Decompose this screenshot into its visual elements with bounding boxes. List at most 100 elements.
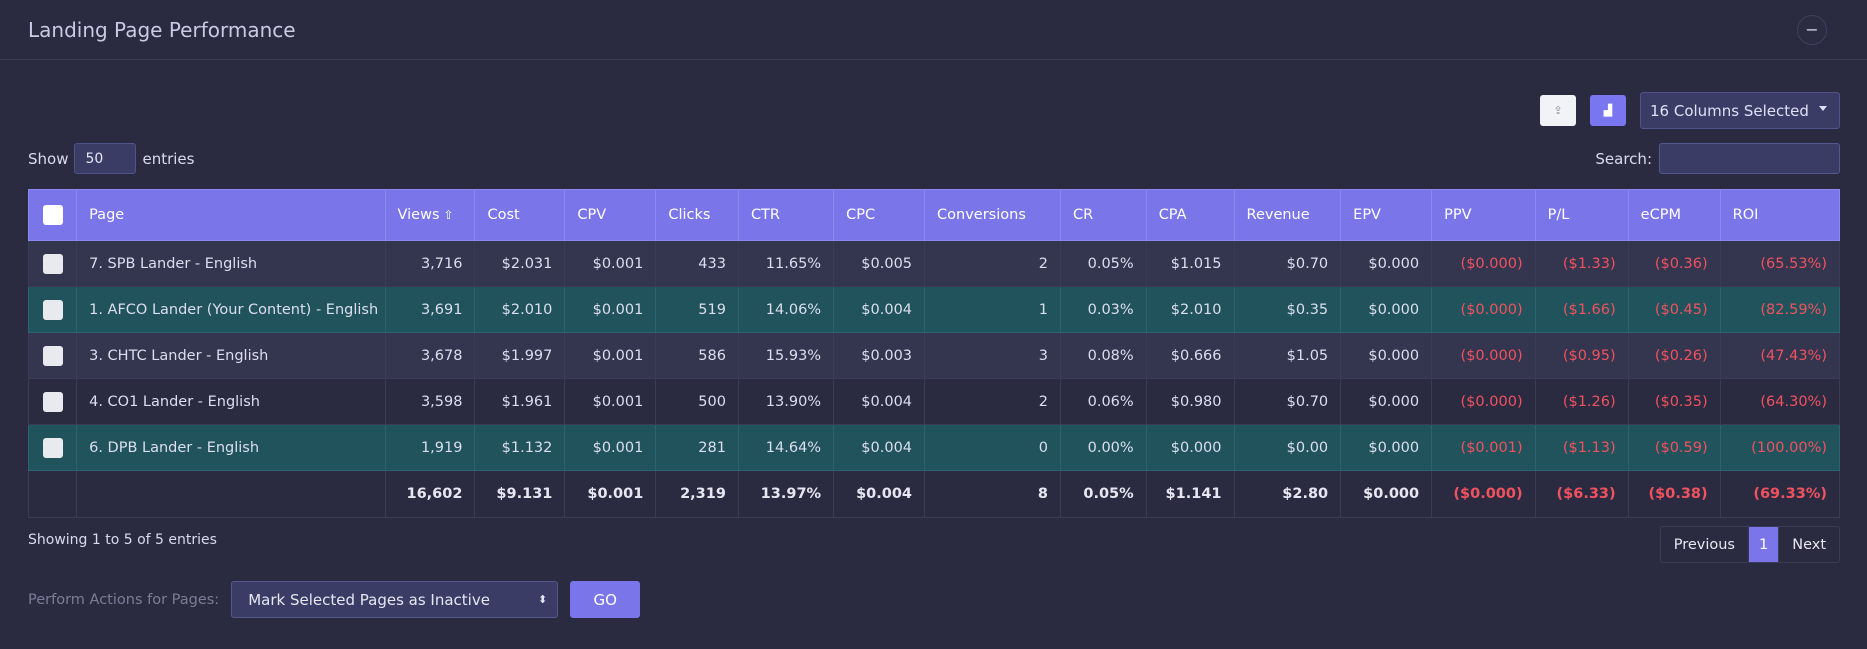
cell-ctr: 11.65% <box>737 240 835 287</box>
cell-ctr: 14.64% <box>737 424 835 471</box>
cell-cpc: $0.003 <box>833 332 926 379</box>
table-row[interactable]: 3. CHTC Lander - English 3,678 $1.997 $0.00… <box>27 332 1841 379</box>
cell-page: 6. DPB Lander - English <box>76 424 386 471</box>
cell-page: 7. SPB Lander - English <box>76 240 386 287</box>
row-checkbox[interactable] <box>27 240 78 287</box>
col-header-ecpm[interactable]: eCPM <box>1627 189 1721 241</box>
cell-cpa: $0.980 <box>1145 378 1235 425</box>
select-all-checkbox[interactable] <box>27 189 78 241</box>
cell-epv: $0.000 <box>1340 240 1433 287</box>
go-button[interactable]: GO <box>570 581 641 618</box>
collapse-icon[interactable]: − <box>1797 14 1827 45</box>
previous-page-button[interactable]: Previous <box>1661 527 1749 562</box>
actions-label: Perform Actions for Pages: <box>28 591 220 608</box>
export-icon[interactable]: ⇪ <box>1540 95 1576 126</box>
cell-conversions: 2 <box>924 378 1061 425</box>
cell-conversions: 1 <box>924 286 1061 333</box>
cell-conversions: 2 <box>924 240 1061 287</box>
checkbox-icon <box>42 299 63 320</box>
total-cpv: $0.001 <box>564 470 657 518</box>
cell-ctr: 13.90% <box>737 378 835 425</box>
cell-cpv: $0.001 <box>564 286 657 333</box>
entries-input[interactable]: 50 <box>74 143 137 174</box>
total-cr: 0.05% <box>1059 470 1147 518</box>
cell-cpa: $0.000 <box>1145 424 1235 471</box>
table-row[interactable]: 6. DPB Lander - English 1,919 $1.132 $0.001… <box>27 424 1841 471</box>
table-row[interactable]: 1. AFCO Lander (Your Content) - English 3… <box>27 286 1841 333</box>
entries-label: entries <box>142 149 195 168</box>
totals-blank-cell <box>27 470 78 518</box>
col-header-views[interactable]: Views ⇧ <box>384 189 476 241</box>
cell-clicks: 586 <box>655 332 739 379</box>
cell-cost: $1.961 <box>474 378 566 425</box>
cell-page: 1. AFCO Lander (Your Content) - English <box>76 286 386 333</box>
cell-ppv: ($0.000) <box>1431 378 1536 425</box>
col-header-roi[interactable]: ROI <box>1719 189 1841 241</box>
cell-pl: ($0.95) <box>1534 332 1629 379</box>
cell-clicks: 519 <box>655 286 739 333</box>
col-header-revenue[interactable]: Revenue <box>1233 189 1342 241</box>
show-label: Show <box>28 149 69 168</box>
col-header-cpa[interactable]: CPA <box>1145 189 1235 241</box>
col-header-conversions[interactable]: Conversions <box>924 189 1061 241</box>
cell-ecpm: ($0.36) <box>1627 240 1721 287</box>
col-header-page[interactable]: Page <box>76 189 386 241</box>
pagination: Previous 1 Next <box>1659 526 1840 563</box>
cell-ppv: ($0.000) <box>1431 240 1536 287</box>
col-header-cpc[interactable]: CPC <box>833 189 926 241</box>
search-label: Search: <box>1595 149 1652 168</box>
col-header-clicks[interactable]: Clicks <box>655 189 739 241</box>
search-input[interactable] <box>1659 143 1840 174</box>
total-epv: $0.000 <box>1340 470 1433 518</box>
col-header-views-label: Views <box>397 207 440 223</box>
totals-row: 16,602 $9.131 $0.001 2,319 13.97% $0.004 8 0.05… <box>27 470 1841 518</box>
checkbox-icon <box>42 437 63 458</box>
cell-epv: $0.000 <box>1340 424 1433 471</box>
cell-cpv: $0.001 <box>564 332 657 379</box>
total-clicks: 2,319 <box>655 470 739 518</box>
table-row[interactable]: 7. SPB Lander - English 3,716 $2.031 $0.001… <box>27 240 1841 287</box>
col-header-epv[interactable]: EPV <box>1340 189 1433 241</box>
panel-header: Landing Page Performance − <box>0 0 1867 60</box>
cell-ctr: 14.06% <box>737 286 835 333</box>
cell-ppv: ($0.000) <box>1431 332 1536 379</box>
chart-icon[interactable]: ▟ <box>1590 95 1626 126</box>
cell-cpa: $0.666 <box>1145 332 1235 379</box>
bulk-actions: Perform Actions for Pages: Mark Selected… <box>28 581 641 618</box>
cell-cpv: $0.001 <box>564 378 657 425</box>
col-header-cpv[interactable]: CPV <box>564 189 657 241</box>
row-checkbox[interactable] <box>27 424 78 471</box>
cell-cpc: $0.004 <box>833 424 926 471</box>
sort-ascending-icon: ⇧ <box>443 208 454 222</box>
cell-pl: ($1.33) <box>1534 240 1629 287</box>
cell-cpv: $0.001 <box>564 424 657 471</box>
cell-cost: $1.997 <box>474 332 566 379</box>
col-header-ppv[interactable]: PPV <box>1431 189 1536 241</box>
table-row[interactable]: 4. CO1 Lander - English 3,598 $1.961 $0.001… <box>27 378 1841 425</box>
col-header-pl[interactable]: P/L <box>1534 189 1629 241</box>
col-header-cr[interactable]: CR <box>1059 189 1147 241</box>
cell-cr: 0.08% <box>1059 332 1147 379</box>
row-checkbox[interactable] <box>27 286 78 333</box>
row-checkbox[interactable] <box>27 378 78 425</box>
cell-epv: $0.000 <box>1340 286 1433 333</box>
total-ppv: ($0.000) <box>1431 470 1536 518</box>
page-1-button[interactable]: 1 <box>1748 527 1779 562</box>
cell-page: 4. CO1 Lander - English <box>76 378 386 425</box>
cell-cr: 0.06% <box>1059 378 1147 425</box>
cell-pl: ($1.13) <box>1534 424 1629 471</box>
caret-down-icon <box>1819 106 1827 111</box>
row-checkbox[interactable] <box>27 332 78 379</box>
action-select[interactable]: Mark Selected Pages as Inactive ⬍ <box>231 581 559 618</box>
columns-dropdown[interactable]: 16 Columns Selected <box>1640 92 1840 129</box>
cell-page: 3. CHTC Lander - English <box>76 332 386 379</box>
next-page-button[interactable]: Next <box>1778 527 1839 562</box>
total-pl: ($6.33) <box>1534 470 1629 518</box>
col-header-cost[interactable]: Cost <box>474 189 566 241</box>
cell-revenue: $0.70 <box>1233 240 1342 287</box>
cell-pl: ($1.66) <box>1534 286 1629 333</box>
total-cpc: $0.004 <box>833 470 926 518</box>
cell-ecpm: ($0.59) <box>1627 424 1721 471</box>
col-header-ctr[interactable]: CTR <box>737 189 835 241</box>
total-cost: $9.131 <box>474 470 566 518</box>
